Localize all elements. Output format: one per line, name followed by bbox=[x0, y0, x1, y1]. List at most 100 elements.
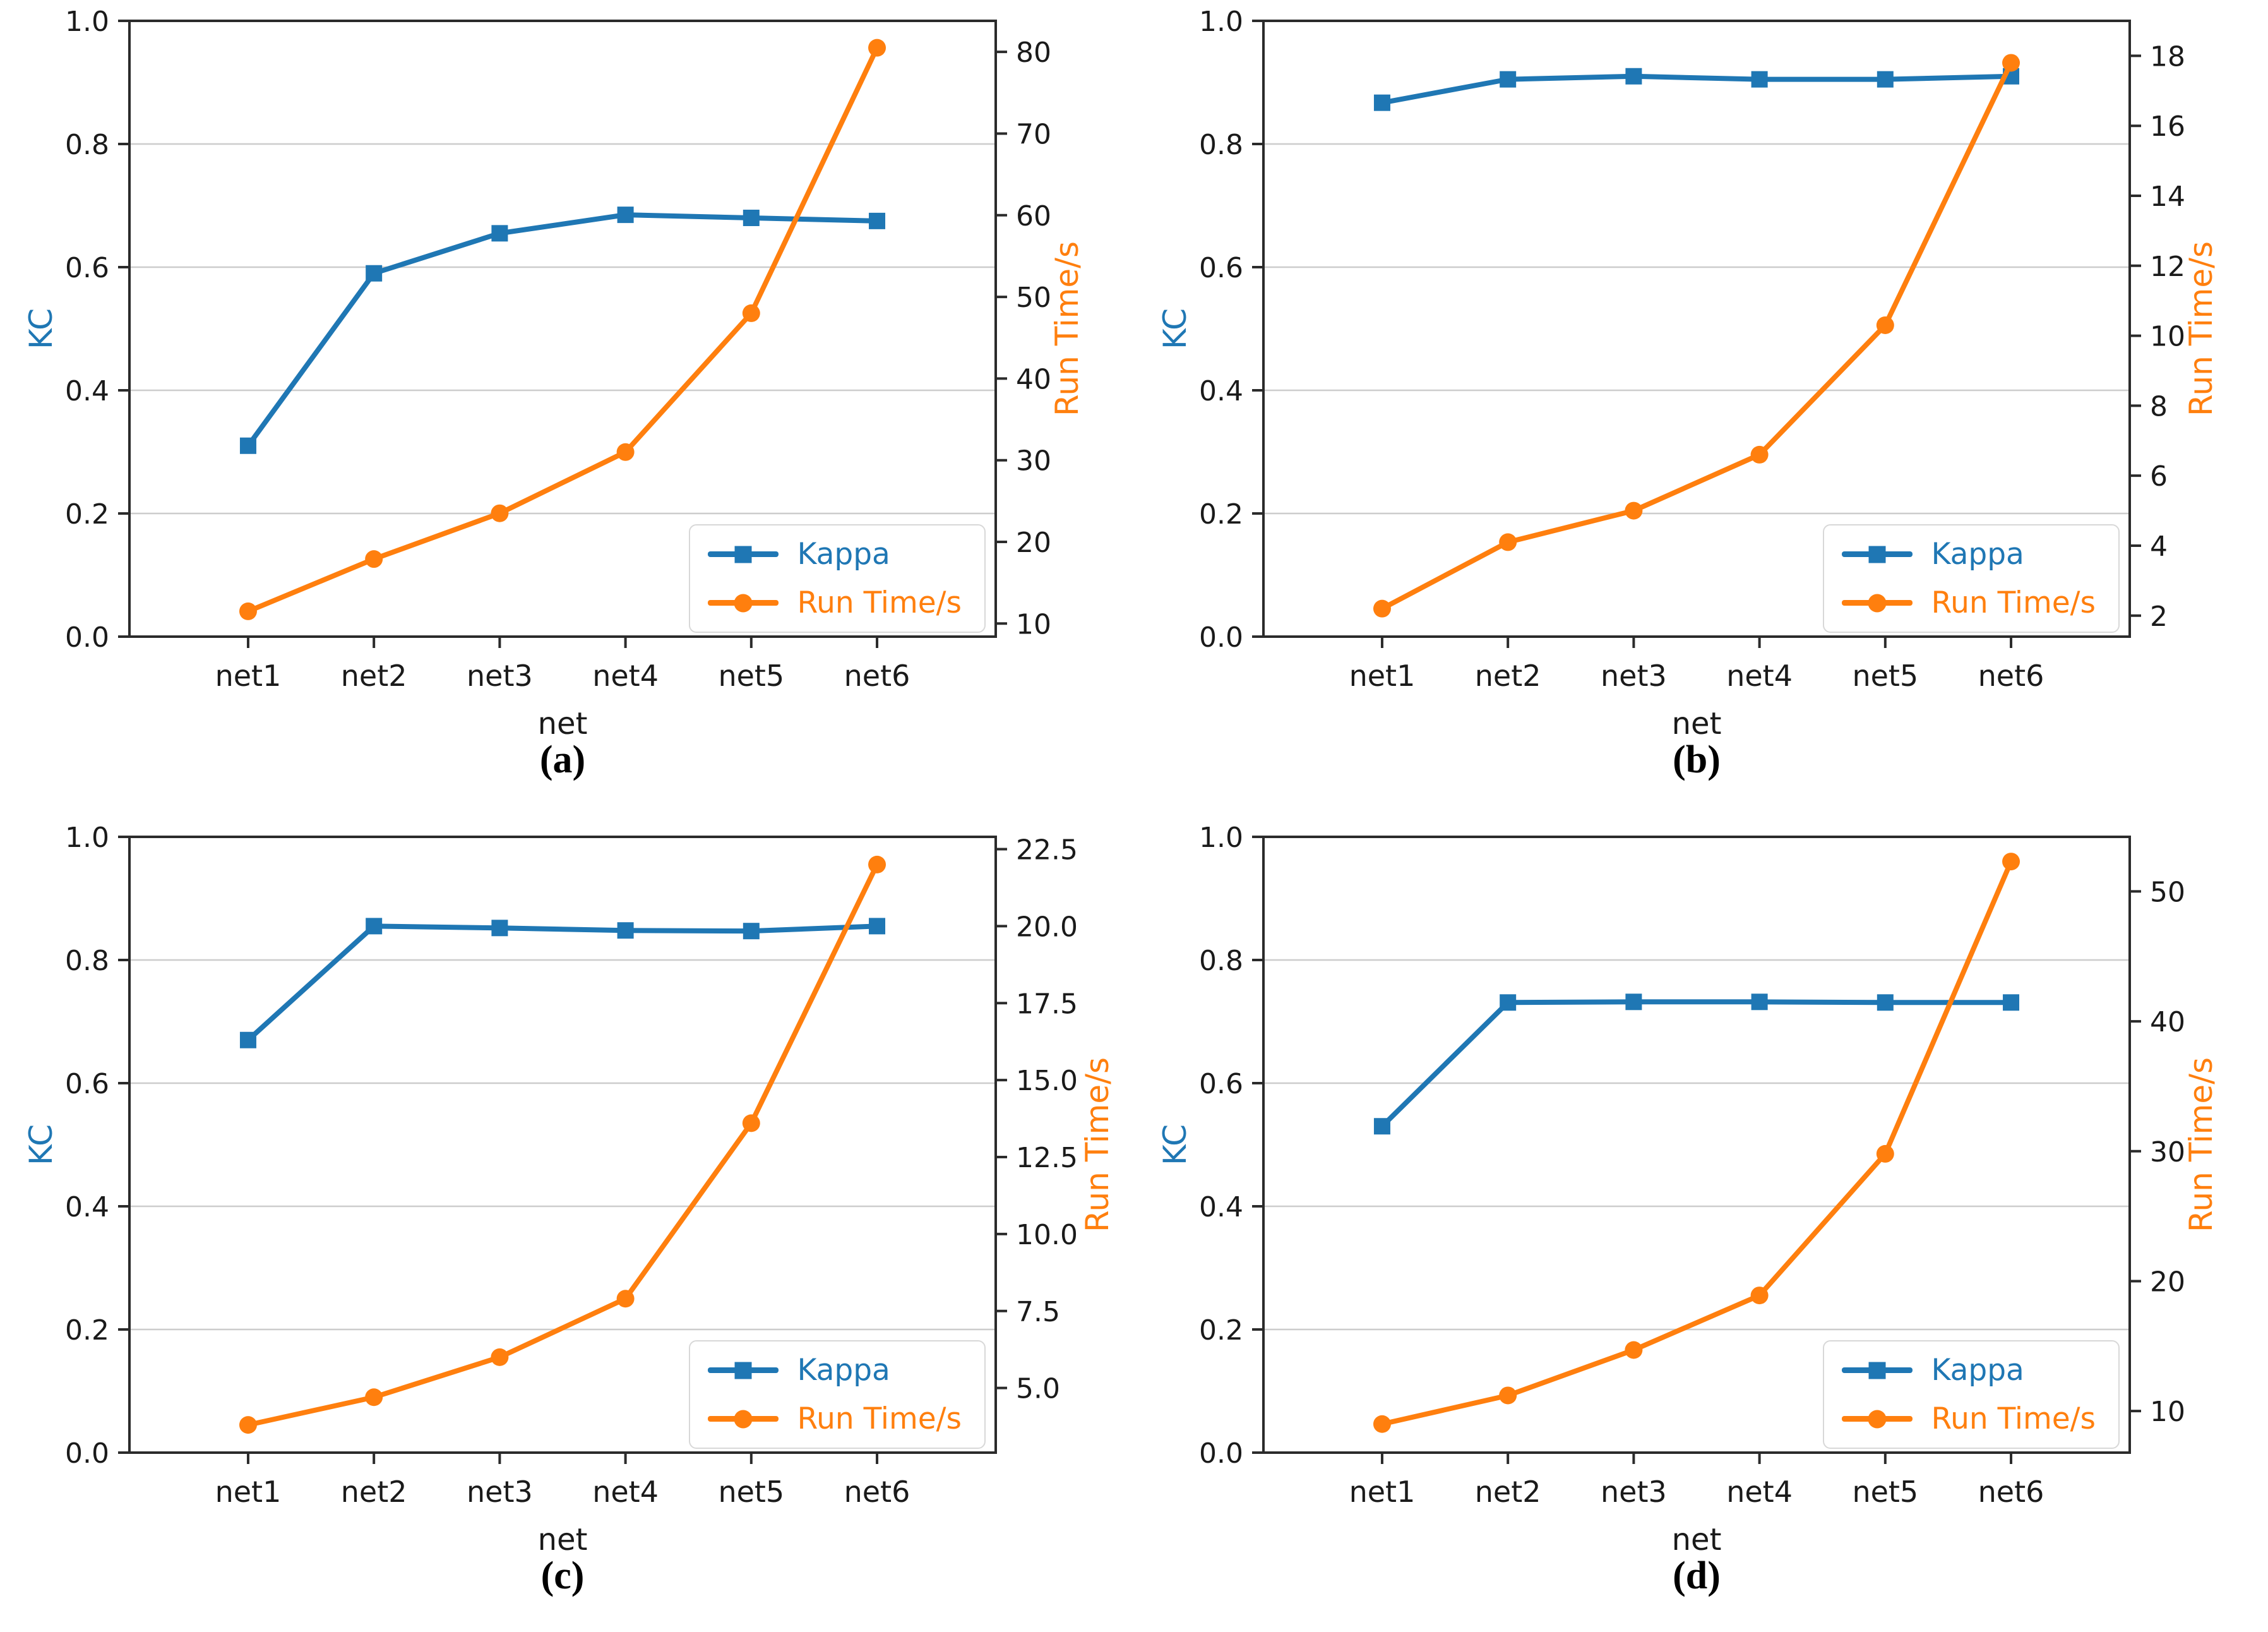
right-tick-label: 5.0 bbox=[1016, 1373, 1060, 1405]
square-marker bbox=[1751, 993, 1768, 1011]
circle-marker bbox=[1499, 533, 1517, 551]
right-tick-label: 50 bbox=[1016, 282, 1051, 314]
series-kappa bbox=[239, 207, 886, 454]
square-marker bbox=[491, 920, 508, 937]
x-tick-label: net1 bbox=[215, 659, 282, 693]
series-kappa bbox=[239, 918, 886, 1048]
square-marker bbox=[2003, 994, 2020, 1011]
runtime-line-sample bbox=[707, 1410, 779, 1428]
axes: 0.0 0.2 0.4 0.6 0.8 1.0 5.0 7.5 10.0 12.5 15.0 17.5… bbox=[23, 822, 1116, 1557]
left-tick-label: 0.8 bbox=[1199, 945, 1243, 977]
x-tick-label: net2 bbox=[341, 659, 407, 693]
right-tick-label: 20 bbox=[2150, 1266, 2185, 1298]
legend-label: Kappa bbox=[797, 537, 890, 572]
kappa-line-sample bbox=[707, 546, 779, 563]
right-tick-label: 17.5 bbox=[1016, 988, 1078, 1020]
runtime-line-sample bbox=[1841, 594, 1913, 612]
x-tick-label: net4 bbox=[592, 1475, 659, 1509]
x-tick-label: net4 bbox=[1726, 659, 1793, 693]
square-marker bbox=[1625, 68, 1642, 85]
left-tick-label: 0.6 bbox=[65, 1068, 109, 1100]
square-marker bbox=[1500, 994, 1517, 1011]
left-tick-label: 0.6 bbox=[1199, 252, 1243, 284]
series-runtime bbox=[239, 855, 886, 1434]
right-tick-label: 10 bbox=[1016, 608, 1051, 640]
x-axis-label: net bbox=[538, 1522, 588, 1557]
square-marker bbox=[366, 918, 383, 935]
circle-marker-icon bbox=[1868, 594, 1887, 612]
axes: 0.0 0.2 0.4 0.6 0.8 1.0 2 4 6 8 10 12 14 16 18 net1 net2… bbox=[1157, 6, 2219, 741]
left-tick-label: 0.6 bbox=[65, 252, 109, 284]
caption-d: (d) bbox=[1673, 1554, 1721, 1597]
x-tick-label: net2 bbox=[1475, 1475, 1541, 1509]
series-line bbox=[1379, 999, 2014, 1129]
series-line bbox=[1379, 73, 2014, 105]
right-tick-label: 40 bbox=[2150, 1006, 2185, 1038]
series-kappa bbox=[1373, 993, 2020, 1135]
left-axis-label: KC bbox=[1157, 1124, 1193, 1165]
x-axis-label: net bbox=[1672, 706, 1722, 741]
x-tick-label: net5 bbox=[1852, 1475, 1918, 1509]
plot-frame bbox=[128, 836, 997, 1454]
circle-marker bbox=[365, 550, 383, 568]
circle-marker bbox=[742, 304, 760, 322]
left-tick-label: 0.2 bbox=[1199, 1314, 1243, 1347]
right-tick-label: 22.5 bbox=[1016, 834, 1078, 867]
square-marker bbox=[1373, 1118, 1390, 1135]
circle-marker bbox=[1373, 1415, 1391, 1433]
square-marker bbox=[1877, 994, 1894, 1011]
chart-panel-a: 0.0 0.2 0.4 0.6 0.8 1.0 10 20 30 40 50 60 70 80 net1 ne… bbox=[0, 0, 1134, 816]
circle-marker-icon bbox=[734, 1410, 753, 1428]
legend-item-kappa: Kappa bbox=[707, 1353, 962, 1388]
right-tick-label: 15.0 bbox=[1016, 1065, 1078, 1097]
legend-item-kappa: Kappa bbox=[707, 537, 962, 572]
kappa-line-sample bbox=[1841, 546, 1913, 563]
square-marker bbox=[743, 210, 760, 226]
circle-marker bbox=[616, 443, 635, 461]
right-tick-label: 16 bbox=[2150, 111, 2185, 143]
right-tick-label: 20 bbox=[1016, 527, 1051, 559]
right-tick-label: 30 bbox=[1016, 445, 1051, 477]
gridlines bbox=[1263, 143, 2130, 515]
left-tick-label: 0.2 bbox=[1199, 498, 1243, 531]
x-tick-label: net6 bbox=[1978, 1475, 2044, 1509]
legend-label: Kappa bbox=[797, 1353, 890, 1388]
left-tick-label: 0.2 bbox=[65, 1314, 109, 1347]
legend-label: Kappa bbox=[1931, 1353, 2024, 1388]
series-runtime bbox=[1373, 853, 2020, 1433]
left-tick-label: 0.0 bbox=[1199, 621, 1243, 654]
legend-item-runtime: Run Time/s bbox=[1841, 585, 2096, 620]
kappa-line-sample bbox=[707, 1362, 779, 1379]
legend-label: Run Time/s bbox=[797, 1401, 962, 1436]
left-tick-label: 0.4 bbox=[1199, 1191, 1243, 1223]
right-tick-label: 80 bbox=[1016, 37, 1051, 69]
legend-item-kappa: Kappa bbox=[1841, 539, 2096, 569]
square-marker-icon bbox=[1868, 546, 1886, 563]
left-tick-label: 1.0 bbox=[1199, 6, 1243, 38]
left-tick-label: 0.8 bbox=[1199, 129, 1243, 161]
right-tick-label: 30 bbox=[2150, 1136, 2185, 1168]
right-tick-label: 10 bbox=[2150, 1396, 2185, 1428]
left-axis-label: KC bbox=[1157, 308, 1193, 349]
chart-panel-c: 0.0 0.2 0.4 0.6 0.8 1.0 5.0 7.5 10.0 12.5 15.0 17.5… bbox=[0, 816, 1134, 1632]
square-marker bbox=[1625, 993, 1642, 1011]
x-tick-label: net3 bbox=[467, 1475, 533, 1509]
chart-b-svg: 0.0 0.2 0.4 0.6 0.8 1.0 2 4 6 8 10 12 14 16 18 net1 net2… bbox=[1157, 6, 2219, 741]
right-tick-label: 40 bbox=[1016, 363, 1051, 395]
legend: Kappa Run Time/s bbox=[1822, 524, 2120, 633]
x-tick-label: net3 bbox=[467, 659, 533, 693]
x-tick-label: net6 bbox=[844, 1475, 910, 1509]
x-tick-label: net1 bbox=[1349, 659, 1416, 693]
circle-marker bbox=[239, 1416, 257, 1434]
legend-label: Run Time/s bbox=[1931, 585, 2096, 620]
left-tick-label: 0.8 bbox=[65, 945, 109, 977]
circle-marker bbox=[491, 504, 509, 522]
series-runtime bbox=[239, 39, 886, 620]
gridlines bbox=[1263, 959, 2130, 1331]
caption-c: (c) bbox=[540, 1554, 585, 1597]
circle-marker bbox=[1750, 1287, 1769, 1305]
left-tick-label: 0.0 bbox=[1199, 1437, 1243, 1470]
left-tick-label: 0.0 bbox=[65, 621, 109, 654]
kappa-line-sample bbox=[1841, 1362, 1913, 1379]
right-tick-label: 4 bbox=[2150, 531, 2168, 563]
